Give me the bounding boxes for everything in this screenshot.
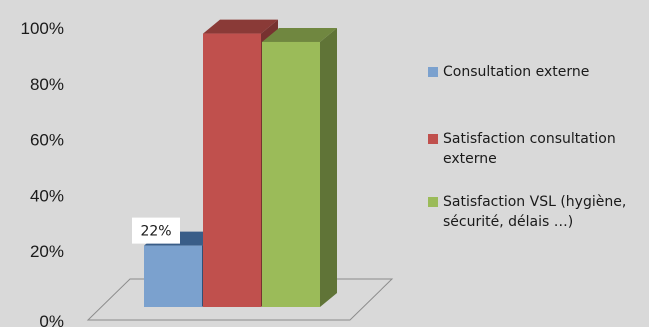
bar-column [262, 27, 337, 307]
legend-swatch-consultation [428, 67, 438, 77]
legend-label-satisfaction-vsl: Satisfaction VSL (hygiène, sécurité, dél… [443, 194, 627, 230]
legend-label-satisfaction-consultation: Satisfaction consultation externe [443, 131, 616, 167]
y-tick-label: 100% [21, 19, 64, 38]
legend-swatch-satisfaction-consultation [428, 134, 438, 144]
legend-swatch-satisfaction-vsl [428, 197, 438, 207]
legend-item-satisfaction-vsl: Satisfaction VSL (hygiène, sécurité, dél… [428, 192, 648, 232]
y-tick-label: 0% [39, 312, 64, 327]
legend-label-consultation: Consultation externe [443, 64, 590, 80]
y-tick-label: 60% [30, 131, 64, 150]
chart-floor [86, 278, 394, 321]
bar-top [203, 19, 278, 34]
data-label-box [132, 217, 180, 244]
legend-item-consultation: Consultation externe [428, 62, 648, 82]
bar-data-label: 22% [132, 217, 180, 244]
legend-item-satisfaction-consultation: Satisfaction consultation externe [428, 129, 648, 169]
bar-side [320, 27, 337, 307]
bar-front [262, 41, 320, 307]
bar-front [203, 33, 261, 308]
data-label-text: 22% [140, 224, 171, 240]
bar-top [262, 27, 337, 42]
y-tick-label: 40% [30, 186, 64, 205]
y-tick-label: 20% [30, 242, 64, 261]
bar-front [144, 245, 202, 307]
y-tick-label: 80% [30, 75, 64, 94]
